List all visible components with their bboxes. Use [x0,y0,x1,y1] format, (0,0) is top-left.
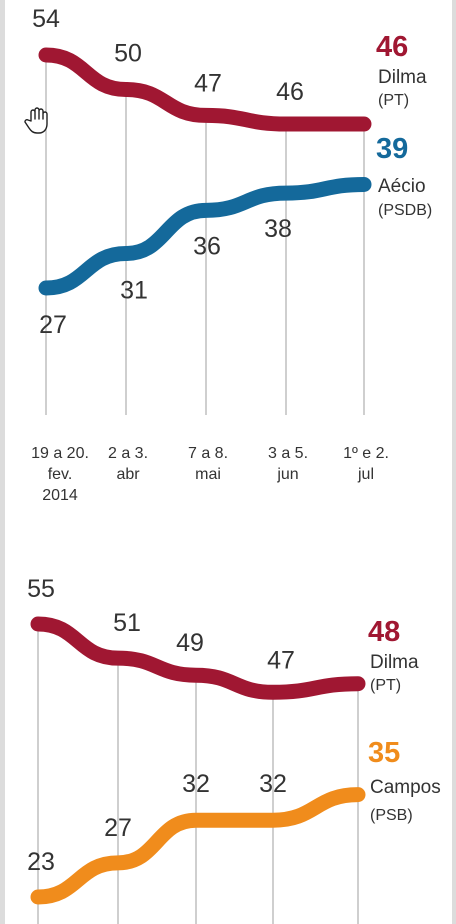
left-border [0,0,5,924]
series-line-dilma [30,616,366,700]
end-value-label: 35 [368,737,400,769]
series-name-label: Dilma [370,652,419,673]
x-tick-label: mai [195,466,221,483]
chart-dilma-aecio: 19 a 20. fev. 2014 2 a 3. abr 7 a 8. mai 3 a 5.… [31,5,432,504]
series-name-label: Aécio [378,176,426,197]
series-name-label: Dilma [378,67,427,88]
end-value-label: 39 [376,133,408,165]
data-label: 47 [194,69,222,97]
series-party-label: (PSB) [370,807,413,824]
series-party-label: (PSDB) [378,202,432,219]
data-label: 27 [39,311,67,339]
x-tick-label: 7 a 8. [188,445,228,462]
end-value-label: 46 [376,31,408,63]
x-tick-label: 3 a 5. [268,445,308,462]
data-label: 54 [32,5,60,33]
data-label: 50 [114,40,142,68]
chart-dilma-campos: 55 51 49 47 48 Dilma (PT) 23 27 32 32 35 Campos (PSB) [27,575,441,924]
x-tick-label: jul [357,466,374,483]
data-label: 27 [104,814,132,842]
end-value-label: 48 [368,616,400,648]
x-tick-label: fev. [48,466,73,483]
data-label: 31 [120,276,148,304]
x-tick-label: jun [276,466,298,483]
series-line-aécio [38,176,372,296]
x-tick-label: 19 a 20. [31,445,89,462]
x-tick-label: 1º e 2. [343,445,389,462]
data-label: 32 [182,770,210,798]
x-tick-label: 2 a 3. [108,445,148,462]
series-name-label: Campos [370,777,441,798]
data-label: 38 [264,215,292,243]
series-party-label: (PT) [370,677,401,694]
data-label: 51 [113,609,141,637]
right-border [452,0,456,924]
data-label: 36 [193,232,221,260]
data-label: 49 [176,629,204,657]
series-line-campos [30,787,366,905]
x-tick-label: 2014 [42,487,78,504]
data-label: 32 [259,770,287,798]
x-tick-label: abr [116,466,140,483]
hand-cursor-icon [22,106,52,136]
series-party-label: (PT) [378,92,409,109]
data-label: 55 [27,575,55,603]
data-label: 47 [267,646,295,674]
data-label: 23 [27,848,55,876]
series-line-dilma [38,47,372,132]
data-label: 46 [276,78,304,106]
